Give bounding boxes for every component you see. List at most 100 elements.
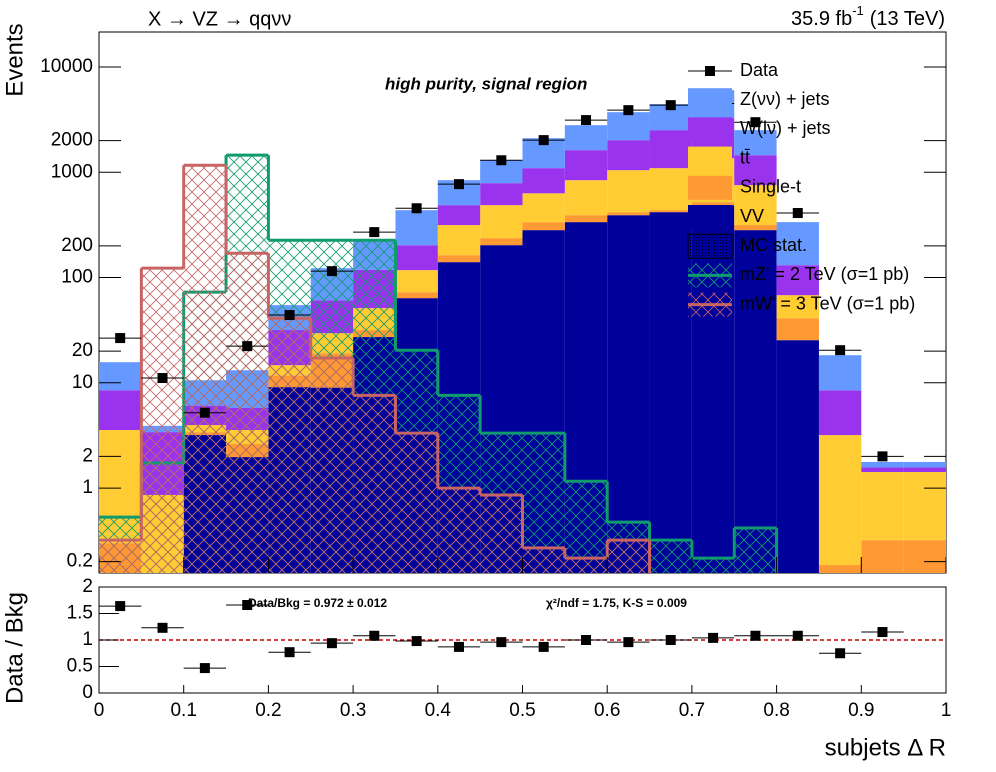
x-tick-label: 0.9 xyxy=(848,700,874,721)
x-tick-label: 0.7 xyxy=(679,700,705,721)
legend-swatch xyxy=(688,205,732,229)
ratio-point xyxy=(538,641,549,652)
x-tick-label: 0.4 xyxy=(425,700,452,721)
signal-hatch xyxy=(734,528,777,573)
stack-segment xyxy=(861,467,904,473)
stack-segment xyxy=(776,222,819,266)
stack-segment xyxy=(99,362,142,391)
y-tick-label: 2 xyxy=(82,445,93,466)
data-point xyxy=(157,373,168,384)
stack-segment xyxy=(903,540,946,573)
data-point xyxy=(750,117,761,128)
data-point xyxy=(792,208,803,219)
energy: (13 TeV) xyxy=(870,8,945,30)
legend-swatch xyxy=(688,88,732,113)
stack-segment xyxy=(395,210,438,246)
data-point xyxy=(581,115,592,126)
data-point xyxy=(665,100,676,111)
data-point xyxy=(326,266,337,277)
stack-segment xyxy=(776,340,819,573)
ratio-point xyxy=(115,601,126,612)
stat-text: χ²/ndf = 1.75, K-S = 0.009 xyxy=(546,596,687,610)
chart-title: X → VZ → qqνν xyxy=(148,8,291,30)
ratio-point xyxy=(453,641,464,652)
y-tick-label: 1 xyxy=(82,477,93,498)
data-point xyxy=(115,333,126,344)
ratio-y-tick-label: 0.5 xyxy=(67,656,93,677)
stack-segment xyxy=(437,255,481,263)
data-point xyxy=(411,203,422,214)
stack-segment xyxy=(734,185,777,226)
legend-label: Single-t xyxy=(740,177,801,197)
ratio-point xyxy=(708,632,719,643)
ratio-plot xyxy=(99,600,946,674)
ratio-point xyxy=(411,636,422,647)
y-tick-label: 0.2 xyxy=(67,551,93,572)
annotation: high purity, signal region xyxy=(385,74,587,93)
y-tick-label: 20 xyxy=(72,340,93,361)
stack-segment xyxy=(861,540,904,573)
stack-segment xyxy=(649,168,692,211)
signal-hatch xyxy=(564,558,608,573)
ratio-point xyxy=(835,648,846,659)
legend-label: W(lν) + jets xyxy=(740,118,831,138)
stack-segment xyxy=(776,265,819,296)
legend-swatch xyxy=(688,146,732,171)
ratio-point xyxy=(199,663,210,674)
main-plot xyxy=(99,90,946,573)
legend-label: mW' = 3 TeV (σ=1 pb) xyxy=(740,293,915,313)
legend-label: tt̄ xyxy=(740,147,750,167)
signal-hatch xyxy=(607,540,650,573)
signal-hatch xyxy=(522,547,565,573)
x-tick-label: 0.3 xyxy=(340,700,366,721)
stack-segment xyxy=(395,270,438,293)
data-point xyxy=(199,407,210,418)
stack-segment xyxy=(649,130,692,169)
stack-segment xyxy=(607,212,650,216)
stack-segment xyxy=(522,168,565,194)
signal-hatch xyxy=(395,433,438,573)
stack-segment xyxy=(649,212,692,573)
ratio-point xyxy=(665,635,676,645)
data-point xyxy=(835,345,846,356)
stack-segment xyxy=(437,205,481,226)
y-tick-label: 1000 xyxy=(51,161,93,182)
legend-swatch xyxy=(687,233,733,259)
lumi-unit-sup: -1 xyxy=(852,3,864,18)
data-point xyxy=(496,155,507,166)
ratio-point xyxy=(623,637,634,648)
y-tick-label: 200 xyxy=(61,235,93,256)
legend-label: Z(νν) + jets xyxy=(740,89,830,109)
signal-hatch xyxy=(691,558,735,573)
ratio-point xyxy=(877,627,888,638)
x-axis-title: subjets Δ R xyxy=(825,734,946,761)
y-tick-label: 10000 xyxy=(40,56,93,77)
ratio-point xyxy=(326,638,337,649)
stack-segment xyxy=(480,238,523,246)
signal-hatch xyxy=(649,540,692,573)
lumi-value: 35.9 fb xyxy=(791,8,852,30)
lumi: 35.9 fb-1 (13 TeV) xyxy=(791,3,945,30)
legend-marker xyxy=(705,66,715,76)
signal-hatch xyxy=(226,253,269,573)
stack-segment xyxy=(564,125,608,151)
legend-label: VV xyxy=(740,206,764,226)
x-tick-label: 0.5 xyxy=(509,700,535,721)
stack-segment xyxy=(607,170,650,213)
stack-segment xyxy=(395,292,438,299)
data-point xyxy=(877,451,888,462)
ratio-y-tick-label: 1 xyxy=(82,629,93,650)
data-point xyxy=(369,227,380,238)
signal-hatch xyxy=(480,494,523,573)
stack-segment xyxy=(691,202,735,206)
legend-swatch xyxy=(688,117,732,142)
fit-text: Data/Bkg = 0.972 ± 0.012 xyxy=(248,596,387,610)
stack-segment xyxy=(607,140,650,171)
ratio-y-tick-label: 0 xyxy=(82,682,93,703)
x-tick-label: 0.1 xyxy=(170,700,196,721)
ratio-point xyxy=(750,630,761,641)
signal-hatch xyxy=(99,540,142,573)
stack-segment xyxy=(564,180,608,216)
